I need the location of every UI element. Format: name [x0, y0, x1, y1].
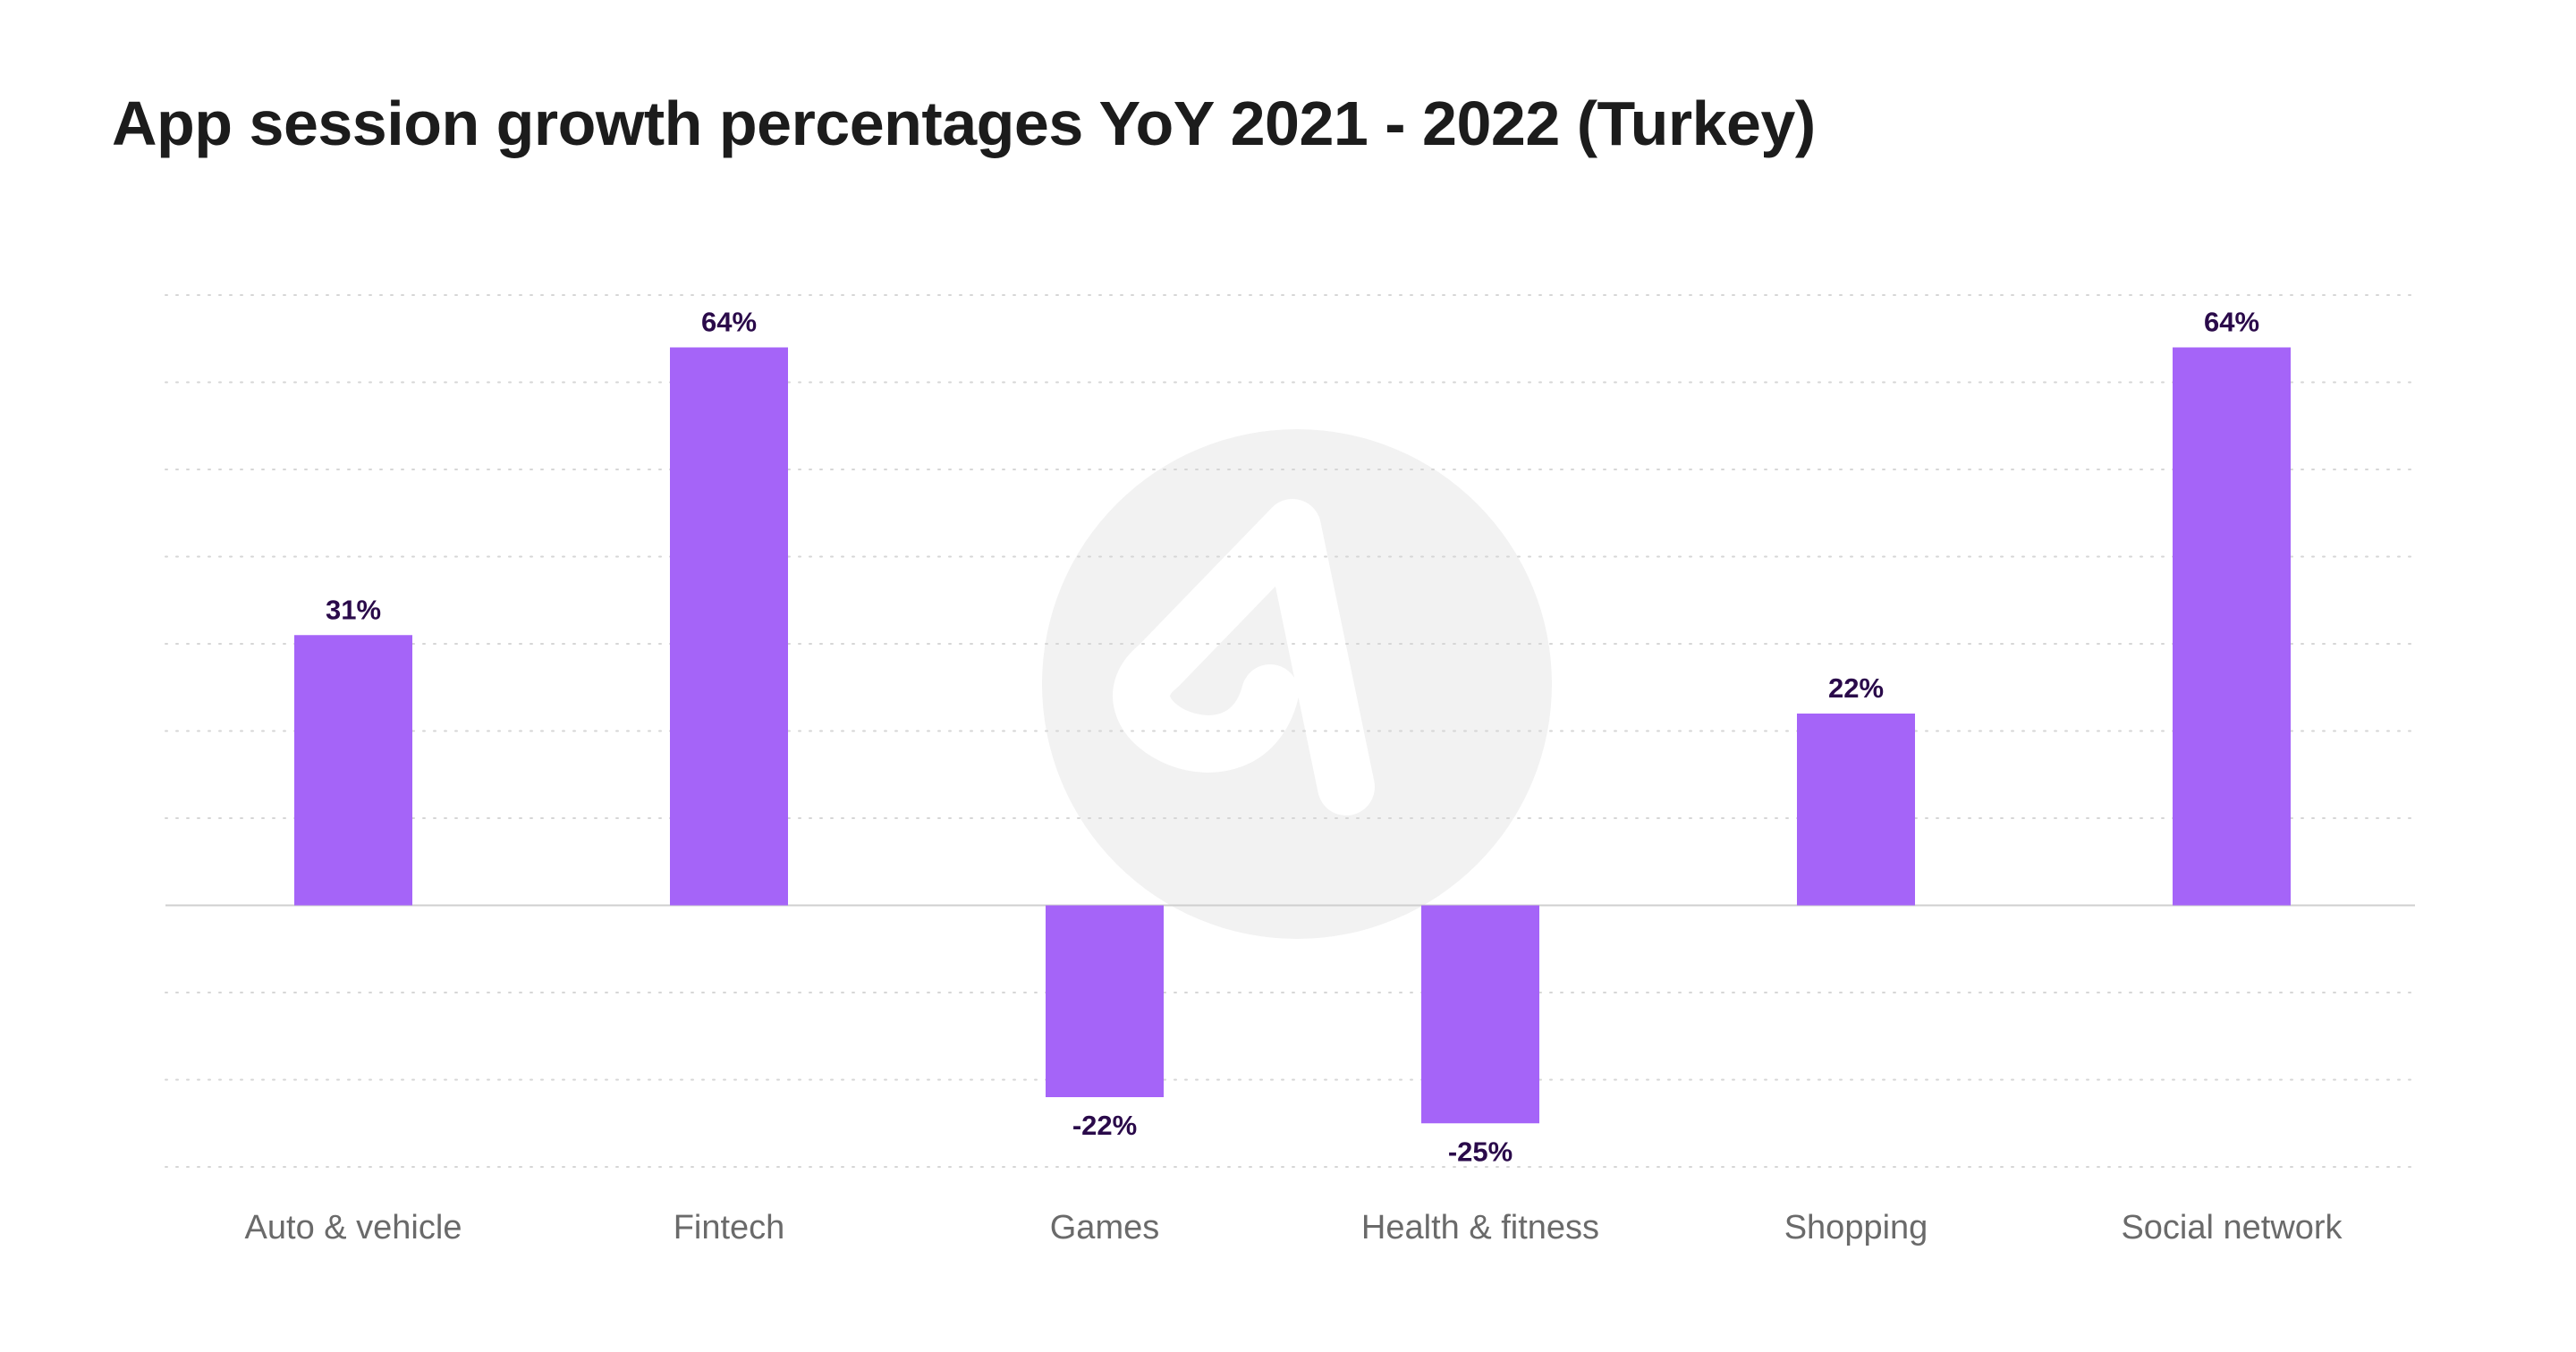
bar-2	[1046, 905, 1164, 1097]
bar-0	[294, 635, 412, 906]
x-tick-label-3: Health & fitness	[1361, 1209, 1599, 1246]
bar-4	[1797, 714, 1915, 906]
grid-lines	[165, 294, 2416, 1168]
x-tick-label-5: Social network	[2121, 1209, 2343, 1246]
adjust-logo-icon	[1042, 429, 1552, 939]
chart-title: App session growth percentages YoY 2021 …	[112, 89, 1816, 158]
x-tick-label-0: Auto & vehicle	[245, 1209, 462, 1246]
x-tick-label-4: Shopping	[1784, 1209, 1928, 1246]
data-label-5: 64%	[2204, 307, 2259, 338]
bar-1	[670, 347, 788, 906]
x-axis-tick-labels: Auto & vehicle Fintech Games Health & fitne…	[245, 1209, 2343, 1246]
data-label-2: -22%	[1072, 1110, 1137, 1141]
bar-3	[1421, 905, 1539, 1124]
x-tick-label-2: Games	[1050, 1209, 1159, 1246]
data-labels: 31% 64% -22% -25% 22% 64%	[326, 307, 2259, 1168]
data-label-3: -25%	[1448, 1136, 1513, 1167]
data-label-1: 64%	[701, 307, 757, 338]
bar-5	[2173, 347, 2291, 906]
data-label-4: 22%	[1828, 672, 1884, 704]
bars	[294, 347, 2291, 1124]
x-tick-label-1: Fintech	[674, 1209, 785, 1246]
data-label-0: 31%	[326, 594, 381, 625]
